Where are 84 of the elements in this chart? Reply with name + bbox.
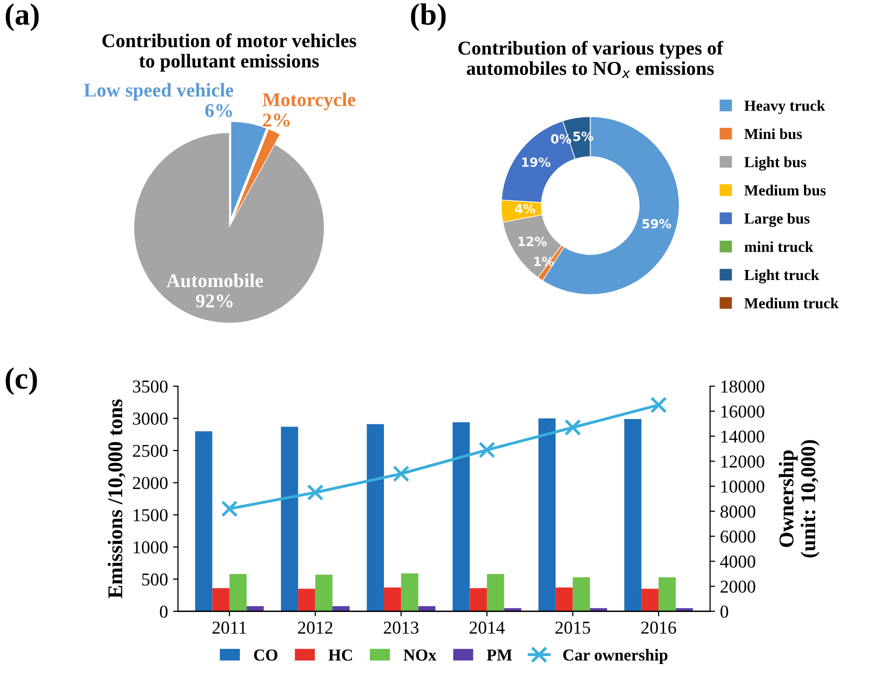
y-tick-label: 2500 bbox=[132, 444, 168, 457]
point bbox=[306, 484, 324, 501]
legend-label: Mini bus bbox=[744, 128, 802, 140]
y2-axis-title: Ownership (unit: 10,000) bbox=[778, 440, 820, 558]
legend-label: Light truck bbox=[744, 269, 820, 284]
y2-tick-label: 12000 bbox=[721, 456, 764, 468]
x-tick-label: 2014 bbox=[470, 622, 505, 634]
data-label: 19% bbox=[522, 157, 550, 167]
text: (a) bbox=[6, 3, 39, 32]
chart-title: Contribution of motor vehicles to pollutant emissions bbox=[102, 33, 356, 72]
bar bbox=[315, 574, 332, 612]
y-tick-label: 0 bbox=[160, 606, 168, 618]
legend-label: Large bus bbox=[744, 212, 810, 227]
y-tick-label: 3000 bbox=[132, 412, 168, 425]
point bbox=[392, 465, 410, 482]
slice-label: Automobile bbox=[166, 274, 264, 288]
data-label: 12% bbox=[518, 236, 547, 246]
bar bbox=[384, 588, 402, 612]
x-tick-label: 2015 bbox=[556, 622, 590, 634]
y2-tick-label: 14000 bbox=[721, 430, 764, 443]
y2-tick-label: 10000 bbox=[721, 480, 764, 493]
legend-label: Heavy truck bbox=[744, 100, 826, 114]
bar bbox=[366, 424, 384, 612]
y2-tick-label: 18000 bbox=[721, 380, 764, 393]
y2-tick-label: 4000 bbox=[720, 556, 756, 568]
bar bbox=[298, 588, 316, 612]
y2-tick-label: 2000 bbox=[720, 580, 756, 593]
data-label: 59% bbox=[642, 218, 672, 228]
bar bbox=[486, 574, 504, 612]
data-label: 92% bbox=[196, 294, 233, 308]
point bbox=[478, 442, 496, 458]
bar bbox=[246, 606, 264, 612]
bar bbox=[229, 574, 247, 612]
bar bbox=[641, 588, 659, 612]
bar bbox=[658, 577, 676, 612]
slice-label: Motorcycle bbox=[262, 92, 356, 110]
bar bbox=[195, 431, 212, 612]
point bbox=[221, 500, 238, 518]
data-label: 6% bbox=[205, 104, 232, 118]
text: (b) bbox=[411, 3, 446, 32]
bar bbox=[624, 419, 642, 612]
x-tick-label: 2013 bbox=[384, 622, 418, 634]
bar bbox=[332, 606, 350, 612]
text: (c) bbox=[6, 367, 37, 396]
legend-label: Medium truck bbox=[744, 298, 839, 308]
x-tick-label: 2011 bbox=[212, 622, 246, 634]
bar bbox=[212, 588, 230, 612]
data-label: 4% bbox=[514, 204, 536, 214]
bar bbox=[538, 418, 556, 612]
bar bbox=[556, 588, 573, 612]
y2-tick-label: 0 bbox=[720, 606, 728, 618]
bar bbox=[572, 577, 590, 612]
data-label: 2% bbox=[263, 114, 290, 127]
legend-label: Light bus bbox=[744, 156, 806, 170]
bar bbox=[401, 573, 418, 612]
bar bbox=[676, 608, 693, 612]
y-tick-label: 1000 bbox=[134, 541, 168, 554]
bar bbox=[470, 588, 487, 612]
legend-label: CO bbox=[254, 649, 278, 661]
legend-label: NOx bbox=[404, 649, 436, 661]
y-tick-label: 500 bbox=[142, 573, 168, 586]
y2-tick-label: 16000 bbox=[721, 405, 764, 418]
y-tick-label: 2000 bbox=[132, 476, 168, 490]
y-tick-label: 1500 bbox=[134, 509, 168, 522]
y-tick-label: 3500 bbox=[132, 380, 168, 393]
y2-tick-label: 8000 bbox=[720, 506, 756, 518]
bar bbox=[418, 606, 436, 612]
y2-tick-label: 6000 bbox=[720, 530, 756, 543]
legend-label: Car ownership bbox=[563, 648, 668, 664]
x-tick-label: 2012 bbox=[298, 622, 332, 634]
bar bbox=[590, 608, 608, 612]
chart-title: Contribution of various types of automobiles to NO$_{x}$ emissions bbox=[458, 40, 724, 78]
legend-label: Medium bus bbox=[744, 184, 826, 196]
legend-label: HC bbox=[328, 649, 352, 661]
slice-label: Low speed vehicle bbox=[84, 83, 234, 101]
legend-label: mini truck bbox=[744, 241, 814, 252]
x-tick-label: 2016 bbox=[641, 622, 676, 634]
legend-label: PM bbox=[486, 650, 512, 660]
bar bbox=[504, 608, 522, 612]
point bbox=[650, 396, 667, 414]
point bbox=[564, 419, 582, 436]
bar bbox=[452, 422, 470, 612]
y-axis-title: Emissions /10,000 tons bbox=[108, 399, 126, 598]
bar bbox=[280, 426, 298, 612]
